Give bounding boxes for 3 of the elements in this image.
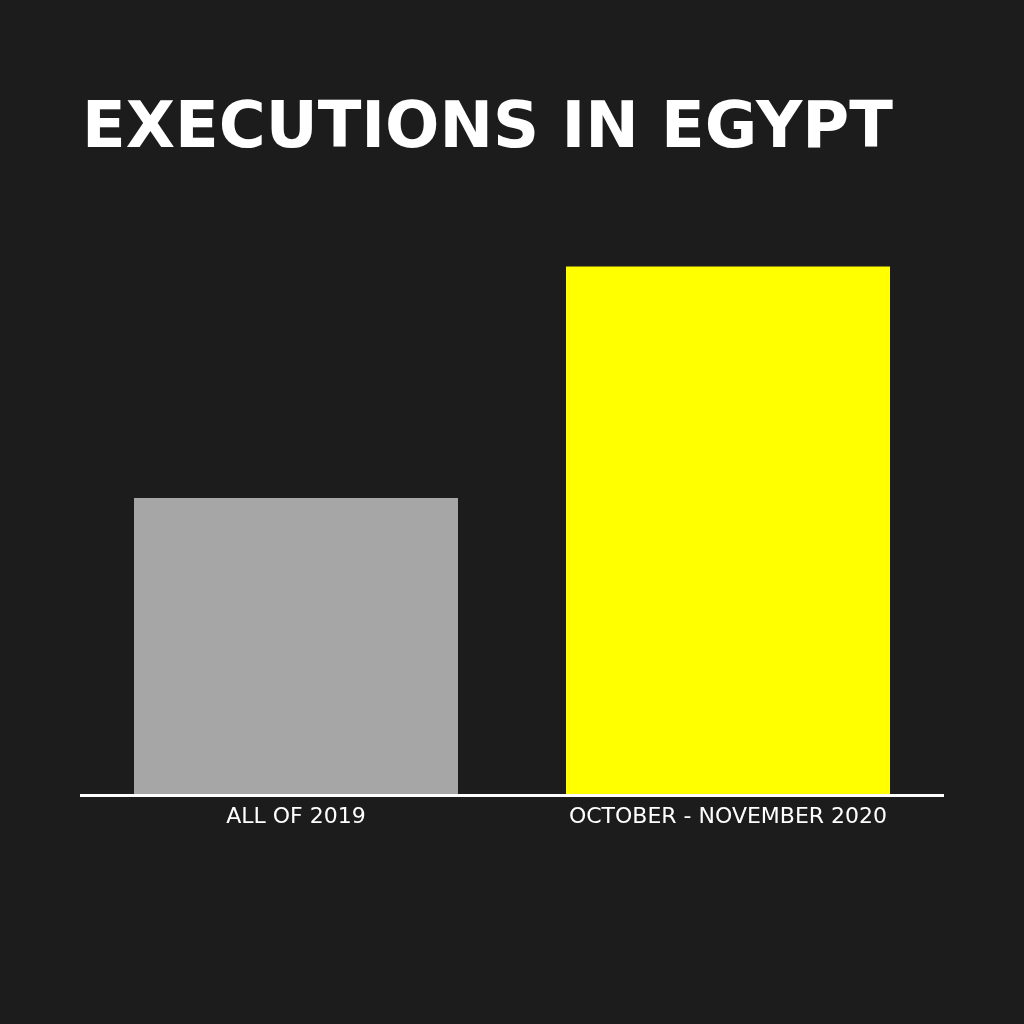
x-tick-label: OCTOBER - NOVEMBER 2020	[568, 803, 888, 829]
x-tick-label: ALL OF 2019	[226, 803, 366, 829]
chart-title: EXECUTIONS IN EGYPT	[81, 88, 894, 163]
